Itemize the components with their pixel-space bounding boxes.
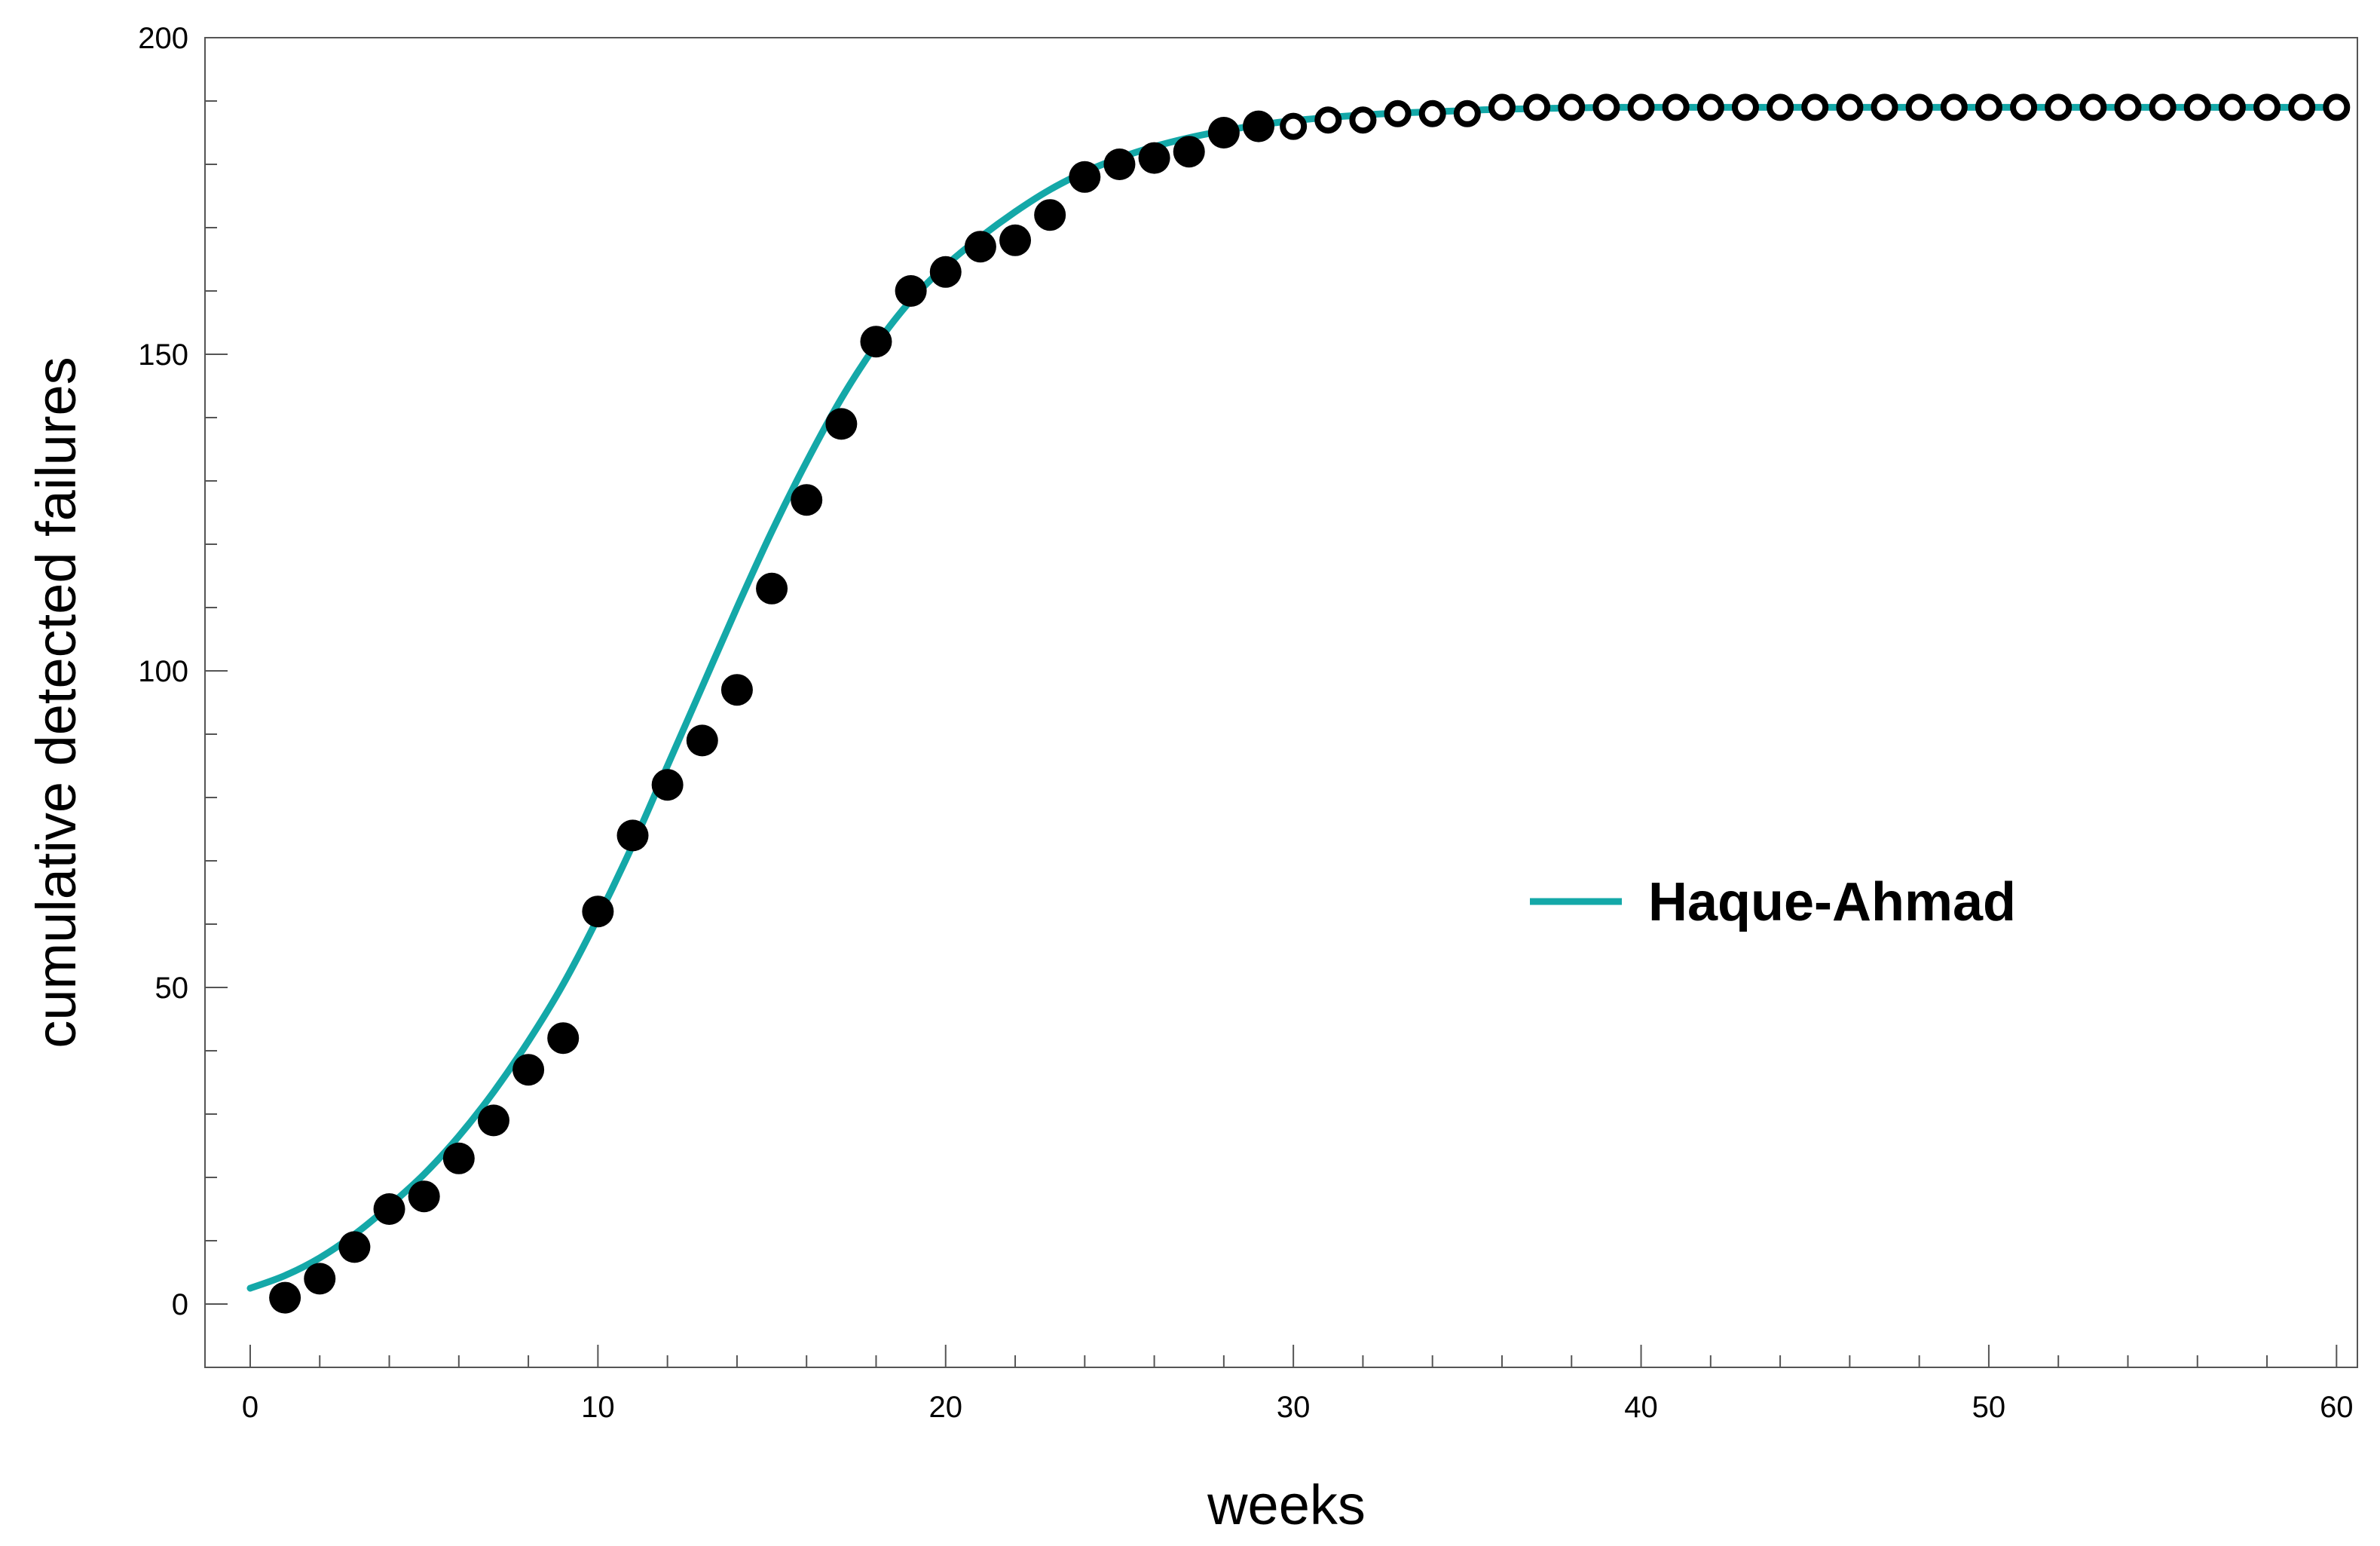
fit-curve-line <box>246 103 2340 1292</box>
predicted-point <box>1696 93 1724 121</box>
predicted-point <box>1731 93 1759 121</box>
predicted-point <box>2045 93 2073 121</box>
predicted-point <box>1523 93 1551 121</box>
predicted-point <box>1871 93 1898 121</box>
y-tick-label: 50 <box>155 972 189 1005</box>
observed-point <box>720 674 753 706</box>
observed-point <box>825 408 858 440</box>
x-tick-label: 60 <box>2320 1391 2354 1424</box>
predicted-point <box>1975 93 2002 121</box>
observed-point <box>1173 136 1205 168</box>
predicted-point <box>1767 93 1794 121</box>
y-tick-label: 150 <box>138 338 188 372</box>
predicted-point <box>2114 93 2142 121</box>
x-tick-label: 0 <box>242 1391 258 1424</box>
predicted-point <box>2253 93 2281 121</box>
x-tick-label: 30 <box>1277 1391 1311 1424</box>
predicted-point <box>1314 106 1342 134</box>
predicted-point <box>2288 93 2316 121</box>
observed-point <box>1243 110 1275 142</box>
observed-point <box>547 1022 580 1055</box>
predicted-point <box>1940 93 1968 121</box>
predicted-point <box>1627 93 1655 121</box>
axis-ticks <box>205 37 2338 1367</box>
x-tick-label: 50 <box>1972 1391 2006 1424</box>
predicted-point <box>1662 93 1690 121</box>
observed-point <box>1103 148 1136 180</box>
observed-point <box>1138 142 1170 174</box>
predicted-point <box>1453 99 1481 127</box>
observed-point <box>929 256 962 288</box>
observed-point <box>651 769 684 801</box>
predicted-point <box>2183 93 2211 121</box>
predicted-point <box>1836 93 1864 121</box>
predicted-point <box>2218 93 2246 121</box>
predicted-point <box>1349 106 1377 134</box>
observed-point <box>791 484 823 516</box>
observed-point <box>304 1263 336 1295</box>
series-layer <box>246 93 2351 1314</box>
predicted-point <box>1280 112 1308 140</box>
predicted-point <box>2079 93 2107 121</box>
observed-point <box>442 1142 475 1174</box>
observed-point <box>338 1231 371 1263</box>
predicted-point <box>2149 93 2177 121</box>
predicted-point <box>2323 93 2351 121</box>
y-axis-title: cumulative detected failures <box>25 357 87 1048</box>
y-tick-label: 0 <box>172 1288 188 1321</box>
predicted-point <box>1592 93 1620 121</box>
observed-point <box>512 1054 545 1086</box>
observed-point <box>860 326 892 358</box>
observed-point <box>1069 161 1101 193</box>
observed-point <box>999 224 1032 256</box>
predicted-point <box>1905 93 1933 121</box>
legend-label-haque-ahmad: Haque-Ahmad <box>1648 872 2016 932</box>
observed-point <box>616 819 649 852</box>
observed-point <box>373 1193 405 1225</box>
x-tick-label: 20 <box>929 1391 963 1424</box>
observed-point <box>964 231 996 263</box>
observed-point <box>1034 199 1066 231</box>
observed-point <box>686 724 718 757</box>
axes-border <box>204 37 2358 1368</box>
predicted-point <box>1801 93 1829 121</box>
x-axis-title: weeks <box>1207 1474 1366 1536</box>
predicted-point <box>1384 99 1412 127</box>
predicted-point <box>1418 99 1446 127</box>
predicted-point <box>1558 93 1586 121</box>
observed-point <box>895 275 927 307</box>
observed-point <box>477 1104 509 1137</box>
y-tick-label: 200 <box>138 22 188 55</box>
y-tick-label: 100 <box>138 655 188 688</box>
predicted-point <box>2010 93 2038 121</box>
observed-point <box>1207 117 1240 148</box>
observed-point <box>269 1281 301 1314</box>
observed-point <box>582 895 614 928</box>
legend: Haque-Ahmad <box>1530 872 2016 932</box>
x-tick-label: 10 <box>581 1391 615 1424</box>
axes-frame <box>204 37 2358 1368</box>
predicted-point <box>1488 93 1516 121</box>
axis-tick-labels: 0 10 20 30 40 50 60 0 50 100 150 200 <box>138 22 2353 1424</box>
x-tick-label: 40 <box>1624 1391 1658 1424</box>
observed-point <box>756 572 788 605</box>
observed-point <box>408 1180 440 1213</box>
